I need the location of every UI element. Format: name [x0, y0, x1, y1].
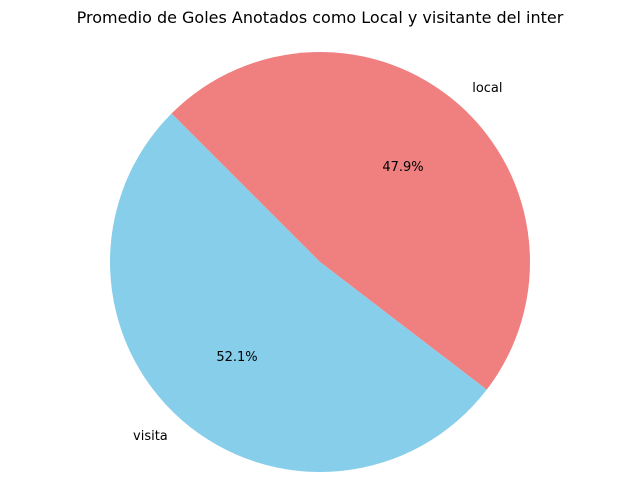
pie-slice-visita [110, 113, 487, 472]
slice-label-local: local [472, 81, 502, 96]
slice-percent-visita: 52.1% [216, 350, 257, 365]
slice-percent-local: 47.9% [382, 160, 423, 175]
pie-slices [110, 51, 531, 472]
pie-slice-local [171, 51, 531, 390]
chart-title: Promedio de Goles Anotados como Local y … [77, 8, 564, 27]
slice-label-visita: visita [133, 429, 168, 444]
pie-labels: local 47.9% visita 52.1% [133, 81, 502, 444]
